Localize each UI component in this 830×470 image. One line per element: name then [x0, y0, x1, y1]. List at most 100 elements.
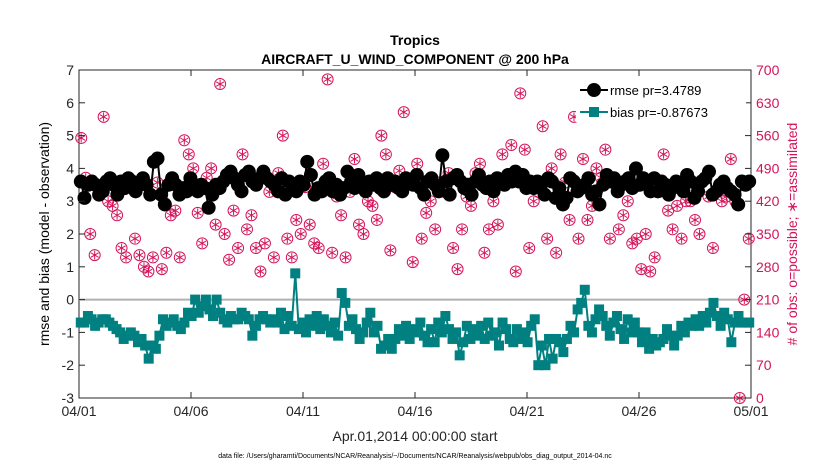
obs-assimilated-marker	[139, 262, 149, 272]
obs-possible-marker	[281, 232, 294, 245]
obs-assimilated-marker	[162, 248, 171, 258]
obs-assimilated-marker	[121, 252, 131, 262]
bias-marker	[447, 333, 458, 344]
bias-marker	[676, 320, 687, 331]
obs-possible-marker	[120, 251, 133, 264]
bias-marker	[554, 337, 565, 348]
obs-possible-marker	[133, 249, 146, 262]
rmse-marker	[409, 167, 424, 182]
obs-assimilated-marker	[632, 234, 641, 244]
obs-assimilated-marker	[677, 234, 686, 244]
obs-assimilated-marker	[108, 201, 117, 211]
bias-marker	[283, 311, 294, 321]
bias-marker	[647, 333, 658, 344]
bias-marker	[461, 320, 472, 331]
bias-marker	[340, 297, 351, 308]
obs-possible-marker	[241, 223, 253, 236]
obs-assimilated-marker	[251, 243, 261, 253]
obs-assimilated-marker	[475, 159, 485, 169]
obs-possible-marker	[178, 134, 191, 147]
bias-marker	[669, 340, 680, 351]
bias-marker	[629, 317, 640, 328]
obs-assimilated-marker	[650, 252, 659, 262]
bias-marker	[483, 317, 494, 328]
obs-assimilated-marker	[386, 245, 395, 255]
bias-marker	[386, 343, 397, 354]
obs-assimilated-marker	[117, 243, 126, 253]
left-axis-tick-label: 6	[66, 95, 74, 111]
obs-assimilated-marker	[507, 140, 516, 150]
chart-title: Tropics	[390, 32, 440, 48]
obs-assimilated-marker	[740, 295, 749, 305]
bias-marker	[150, 343, 161, 354]
rmse-marker	[431, 184, 446, 199]
x-axis-tick-label: 04/26	[621, 403, 656, 419]
bias-marker	[247, 330, 258, 341]
bias-marker	[361, 317, 372, 328]
bias-marker	[154, 330, 165, 341]
obs-assimilated-marker	[614, 224, 623, 234]
obs-assimilated-marker	[525, 243, 534, 253]
bias-marker	[511, 324, 522, 335]
bias-marker	[633, 327, 644, 338]
left-axis-tick-label: -1	[62, 324, 75, 340]
bias-marker	[697, 311, 708, 321]
obs-possible-marker	[456, 223, 469, 236]
bias-marker	[662, 324, 672, 335]
rmse-marker	[464, 187, 479, 202]
obs-assimilated-marker	[166, 210, 175, 220]
obs-possible-marker	[276, 129, 289, 142]
obs-assimilated-marker	[422, 208, 431, 218]
obs-possible-marker	[223, 253, 236, 266]
bias-marker	[712, 311, 723, 321]
bias-marker	[701, 317, 712, 328]
obs-assimilated-marker	[744, 234, 753, 244]
left-axis-tick-label: 4	[66, 160, 74, 176]
bias-marker	[379, 340, 390, 351]
bias-marker	[343, 320, 354, 331]
bias-marker	[383, 333, 394, 344]
obs-assimilated-marker	[493, 220, 503, 230]
rmse-marker	[628, 161, 643, 176]
rmse-marker	[435, 148, 450, 163]
obs-possible-marker	[308, 237, 321, 250]
right-axis-tick-label: 350	[756, 226, 780, 242]
bias-marker	[411, 327, 422, 338]
obs-assimilated-marker	[520, 145, 529, 155]
obs-possible-marker	[397, 106, 410, 119]
obs-assimilated-marker	[646, 267, 655, 276]
obs-possible-marker	[285, 251, 298, 264]
rmse-marker	[296, 177, 311, 192]
bias-marker	[622, 314, 633, 325]
obs-possible-marker	[375, 129, 388, 142]
obs-possible-marker	[191, 206, 204, 219]
obs-assimilated-marker	[466, 201, 476, 211]
bias-marker	[615, 324, 626, 335]
obs-assimilated-marker	[229, 206, 238, 216]
obs-assimilated-marker	[511, 267, 520, 276]
obs-assimilated-marker	[135, 250, 144, 260]
bias-marker	[275, 307, 286, 318]
bias-marker	[393, 324, 404, 335]
bias-marker	[544, 333, 555, 344]
rmse-marker	[592, 197, 607, 212]
bias-marker	[472, 330, 483, 341]
obs-assimilated-marker	[578, 154, 588, 164]
bias-marker	[579, 284, 590, 295]
obs-possible-marker	[258, 237, 271, 250]
bias-marker	[440, 311, 451, 321]
obs-assimilated-marker	[457, 224, 467, 234]
bias-marker	[326, 327, 336, 338]
rmse-marker	[395, 184, 410, 199]
obs-assimilated-marker	[717, 196, 727, 206]
obs-assimilated-marker	[296, 229, 305, 239]
bias-marker	[79, 317, 90, 328]
obs-possible-marker	[612, 223, 625, 236]
obs-possible-marker	[550, 246, 563, 259]
obs-assimilated-marker	[233, 243, 243, 253]
bias-marker	[704, 307, 715, 318]
bias-marker	[604, 330, 615, 341]
obs-assimilated-marker	[292, 215, 301, 225]
bias-marker	[515, 333, 526, 344]
rmse-marker	[731, 197, 746, 212]
